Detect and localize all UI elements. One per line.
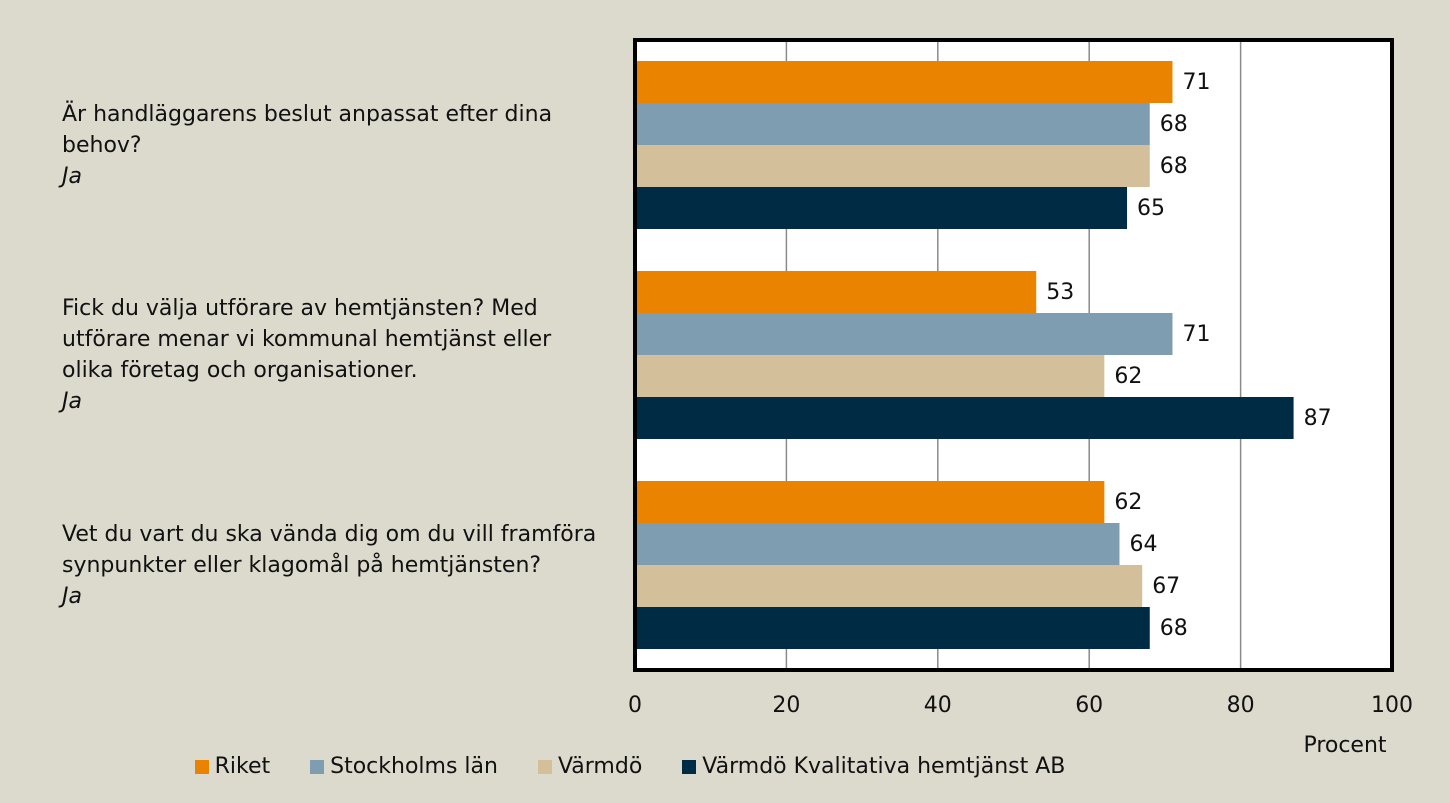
bar <box>635 523 1120 565</box>
x-tick-label: 20 <box>772 693 800 718</box>
value-label: 68 <box>1160 112 1188 137</box>
bar <box>635 355 1105 397</box>
value-label: 65 <box>1137 196 1165 221</box>
bar <box>635 607 1150 649</box>
x-tick-label: 60 <box>1075 693 1103 718</box>
legend-label: Värmdö <box>557 754 643 779</box>
bar <box>635 565 1143 607</box>
category-text: Är handläggarens beslut anpassat efter d… <box>62 101 553 158</box>
value-label: 64 <box>1129 532 1157 557</box>
x-tick-label: 100 <box>1371 693 1413 718</box>
category-text: Fick du välja utförare av hemtjänsten? M… <box>62 296 552 383</box>
category-sublabel: Ja <box>62 389 82 414</box>
value-label: 68 <box>1160 154 1188 179</box>
category-text: Vet du vart du ska vända dig om du vill … <box>62 521 597 578</box>
value-label: 53 <box>1046 280 1074 305</box>
x-tick-label: 80 <box>1227 693 1255 718</box>
bar <box>635 271 1037 313</box>
legend-item: Stockholms län <box>310 754 498 779</box>
value-label: 71 <box>1182 70 1210 95</box>
bar <box>635 61 1173 103</box>
x-axis-label: Procent <box>1303 733 1386 758</box>
category-label: Fick du välja utförare av hemtjänsten? M… <box>62 250 607 460</box>
bar <box>635 313 1173 355</box>
value-label: 62 <box>1114 490 1142 515</box>
legend-item: Värmdö Kvalitativa hemtjänst AB <box>682 754 1065 779</box>
x-tick-label: 0 <box>628 693 642 718</box>
legend-swatch <box>537 759 552 774</box>
legend-item: Riket <box>194 754 271 779</box>
x-tick-label: 40 <box>924 693 952 718</box>
bar <box>635 103 1150 145</box>
legend-label: Riket <box>214 754 271 779</box>
value-label: 71 <box>1182 322 1210 347</box>
category-sublabel: Ja <box>62 163 82 189</box>
legend-swatch <box>194 759 209 774</box>
plot-border <box>633 38 1394 672</box>
legend-swatch <box>682 759 697 774</box>
bar <box>635 481 1105 523</box>
bar <box>635 187 1128 229</box>
value-label: 87 <box>1304 406 1332 431</box>
legend-item: Värmdö <box>537 754 643 779</box>
value-label: 62 <box>1114 364 1142 389</box>
category-sublabel: Ja <box>62 583 82 609</box>
legend-label: Värmdö Kvalitativa hemtjänst AB <box>702 754 1066 779</box>
category-label: Vet du vart du ska vända dig om du vill … <box>62 460 607 670</box>
legend: Riket Stockholms län Värmdö Värmdö Kvalitat… <box>0 754 1450 779</box>
bar <box>635 145 1150 187</box>
value-label: 68 <box>1160 616 1188 641</box>
bar <box>635 397 1294 439</box>
legend-swatch <box>310 759 325 774</box>
category-label: Är handläggarens beslut anpassat efter d… <box>62 40 607 250</box>
value-label: 67 <box>1152 574 1180 599</box>
legend-label: Stockholms län <box>330 754 498 779</box>
